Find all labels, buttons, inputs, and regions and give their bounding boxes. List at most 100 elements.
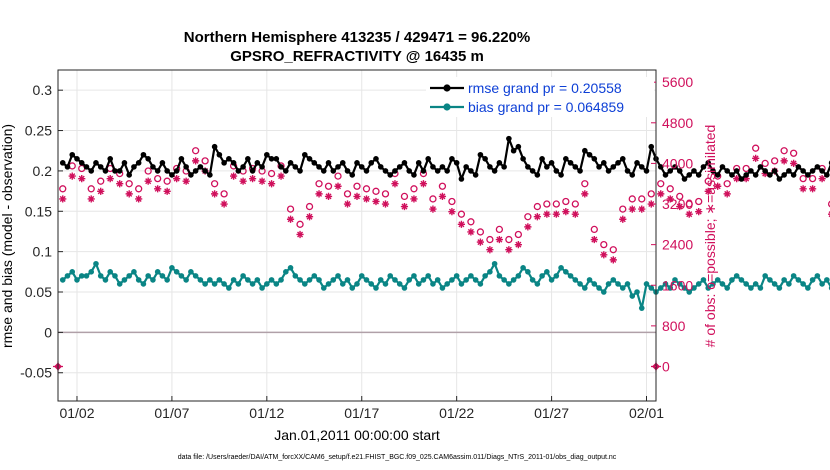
rmse-point: [805, 172, 811, 178]
rmse-point: [145, 156, 151, 162]
obs-assimilated-point: [68, 172, 76, 180]
obs-possible-point: [144, 167, 152, 175]
rmse-point: [714, 172, 721, 178]
obs-assimilated-point: [790, 159, 798, 168]
obs-assimilated-point: [685, 210, 693, 218]
obs-assimilated-point: [343, 200, 352, 208]
rmse-point: [591, 156, 598, 162]
bias-point: [672, 277, 678, 283]
right-tick-label: 4000: [662, 155, 693, 171]
obs-assimilated-point: [448, 208, 456, 216]
rmse-point: [477, 151, 484, 158]
bias-point: [790, 273, 797, 279]
obs-possible-point: [154, 174, 162, 183]
rmse-point: [453, 160, 460, 166]
rmse-point: [254, 160, 261, 166]
obs-assimilated-point: [258, 177, 266, 185]
obs-assimilated-point: [182, 177, 190, 185]
obs-assimilated-point: [552, 210, 560, 218]
rmse-point: [102, 168, 109, 174]
obs-assimilated-point: [362, 195, 371, 203]
rmse-point: [762, 168, 768, 174]
obs-possible-point: [135, 185, 143, 193]
bias-point: [809, 277, 816, 283]
obs-assimilated-point: [125, 190, 133, 198]
rmse-point: [278, 164, 284, 170]
obs-assimilated-point: [780, 157, 788, 165]
rmse-point: [705, 160, 712, 166]
obs-assimilated-point: [666, 195, 674, 203]
bias-point: [382, 281, 389, 287]
obs-possible-point: [305, 202, 314, 211]
obs-possible-point: [381, 190, 390, 198]
obs-assimilated-point: [296, 230, 304, 239]
left-tick-label: 0.05: [25, 284, 52, 300]
bias-point: [800, 281, 806, 287]
rmse-point: [515, 143, 522, 150]
bias-point: [691, 285, 697, 291]
rmse-point: [396, 164, 403, 170]
rmse-point: [401, 160, 408, 166]
rmse-point: [662, 172, 669, 178]
rmse-point: [449, 156, 455, 162]
bias-point: [724, 285, 730, 291]
obs-possible-point: [220, 190, 228, 198]
rmse-point: [691, 168, 697, 174]
rmse-point: [610, 164, 617, 170]
bias-point: [145, 273, 151, 279]
rmse-point: [202, 168, 208, 174]
obs-assimilated-point: [562, 208, 570, 216]
obs-possible-point: [789, 149, 798, 157]
bias-point: [662, 281, 669, 287]
rmse-point: [406, 168, 413, 174]
obs-assimilated-point: [173, 175, 181, 183]
obs-possible-point: [685, 200, 693, 208]
obs-possible-point: [448, 197, 456, 206]
bias-point: [539, 273, 545, 279]
rmse-point: [197, 164, 204, 170]
obs-assimilated-point: [277, 172, 285, 180]
bias-point: [619, 285, 626, 291]
obs-assimilated-point: [733, 175, 741, 183]
bias-point: [59, 277, 66, 283]
rmse-point: [159, 160, 166, 166]
bias-point: [301, 281, 308, 287]
rmse-point: [74, 156, 80, 162]
bias-point: [154, 269, 161, 275]
bias-point: [563, 269, 569, 275]
right-tick-label: 4800: [662, 115, 693, 131]
obs-possible-point: [543, 200, 551, 208]
obs-assimilated-point: [609, 256, 617, 264]
bias-point: [339, 281, 346, 287]
obs-possible-point: [334, 172, 342, 180]
rmse-point: [78, 160, 85, 166]
obs-possible-point: [400, 192, 409, 201]
obs-possible-point: [581, 180, 589, 188]
bias-point: [605, 281, 612, 287]
obs-assimilated-point: [438, 192, 447, 201]
bias-point: [406, 277, 413, 283]
obs-assimilated-point: [78, 175, 86, 183]
obs-assimilated-point: [144, 177, 152, 185]
bias-point: [510, 277, 517, 283]
rmse-point: [814, 164, 821, 170]
bias-point: [582, 285, 588, 291]
bias-point: [710, 281, 716, 287]
rmse-point: [824, 172, 830, 178]
bias-point: [188, 269, 194, 275]
obs-assimilated-point: [230, 172, 238, 180]
bias-point: [178, 273, 185, 279]
x-tick-label: 01/27: [534, 405, 569, 421]
obs-possible-point: [362, 185, 371, 193]
rmse-point: [169, 172, 175, 178]
bias-point: [444, 281, 450, 287]
rmse-point: [264, 151, 270, 158]
bias-point: [207, 277, 213, 283]
bias-point: [487, 269, 493, 275]
rmse-point: [771, 168, 778, 174]
bias-point: [83, 273, 90, 279]
bias-point: [354, 281, 360, 287]
obs-possible-point: [695, 197, 703, 206]
obs-possible-point: [286, 205, 295, 213]
obs-assimilated-point: [590, 235, 598, 244]
